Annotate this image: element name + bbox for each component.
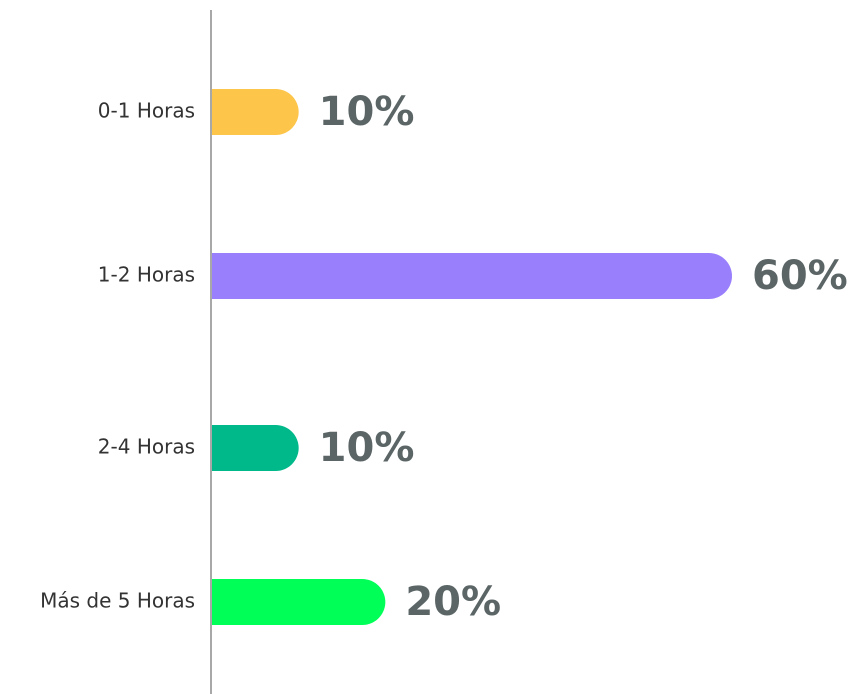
category-label: 0-1 Horas: [98, 99, 195, 123]
bar: [212, 425, 299, 471]
value-label: 20%: [405, 579, 501, 625]
bar: [212, 253, 732, 299]
value-label: 60%: [752, 253, 848, 299]
category-label: 1-2 Horas: [98, 263, 195, 287]
category-label: Más de 5 Horas: [40, 589, 195, 613]
value-label: 10%: [319, 89, 415, 135]
bar: [212, 89, 299, 135]
bar: [212, 579, 386, 625]
value-label: 10%: [319, 425, 415, 471]
category-label: 2-4 Horas: [98, 435, 195, 459]
